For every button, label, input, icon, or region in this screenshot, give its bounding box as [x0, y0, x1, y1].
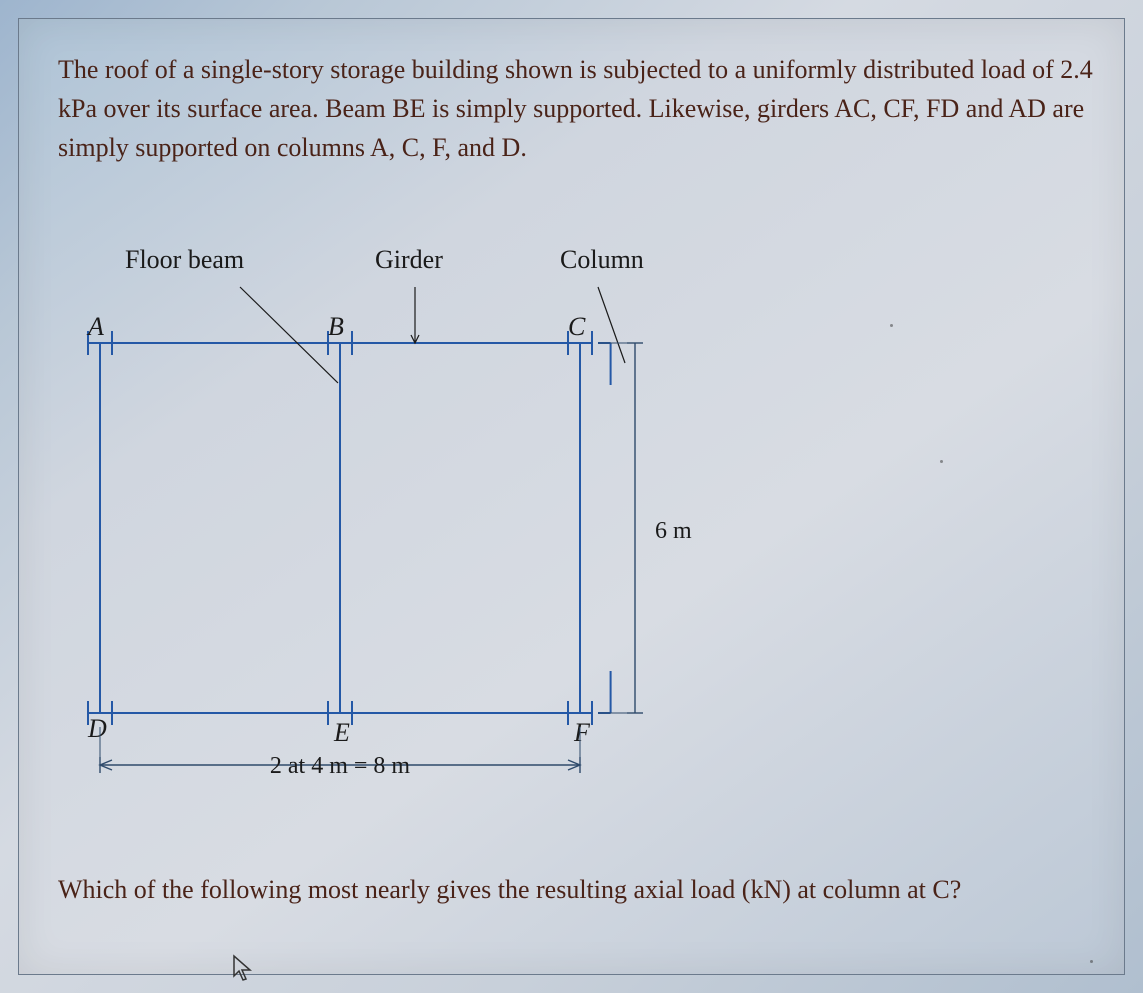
speck: [890, 324, 893, 327]
structure-svg: A B C D E F 6 m 2 at 4 m = 8 m: [70, 283, 750, 803]
node-label-A: A: [86, 312, 104, 341]
node-label-B: B: [328, 312, 344, 341]
dim-text-h: 2 at 4 m = 8 m: [270, 753, 411, 779]
question-text: Which of the following most nearly gives…: [58, 870, 1093, 910]
label-girder: Girder: [375, 245, 443, 275]
structural-figure: Floor beam Girder Column A B C D E F 6 m 2 at 4…: [70, 245, 750, 815]
label-column: Column: [560, 245, 644, 275]
node-label-F: F: [573, 718, 591, 747]
node-label-E: E: [333, 718, 350, 747]
dim-text-v: 6 m: [655, 518, 692, 544]
label-floor-beam: Floor beam: [125, 245, 244, 275]
speck: [1090, 960, 1093, 963]
cursor-icon: [232, 954, 256, 984]
node-label-D: D: [87, 714, 107, 743]
node-label-C: C: [568, 312, 586, 341]
problem-statement: The roof of a single-story storage build…: [58, 50, 1093, 167]
leader-floor_beam: [240, 287, 338, 383]
speck: [940, 460, 943, 463]
